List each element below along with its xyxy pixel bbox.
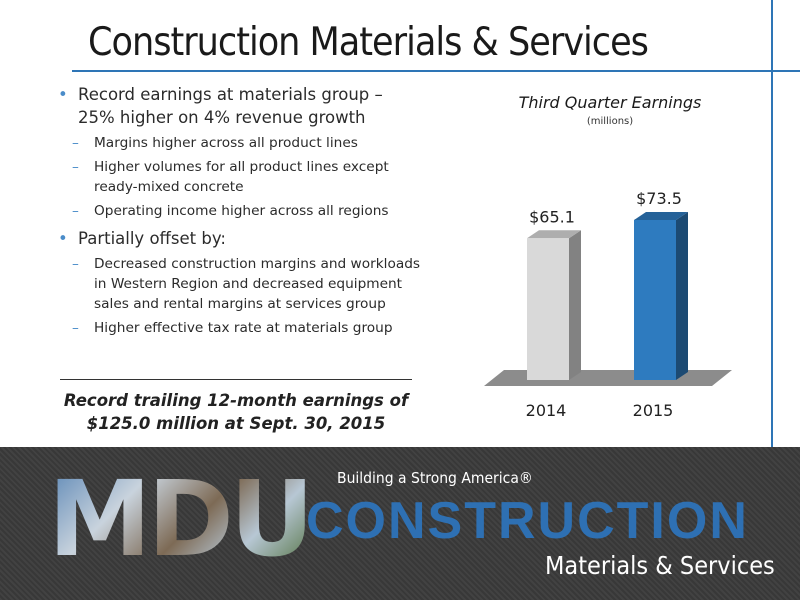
slide-title: Construction Materials & Services bbox=[88, 20, 649, 65]
title-underline bbox=[72, 70, 800, 72]
bullet-item: Record earnings at materials group – 25%… bbox=[58, 83, 423, 129]
dash-icon: – bbox=[72, 256, 79, 272]
bar-2015 bbox=[634, 220, 676, 380]
dash-icon: – bbox=[72, 320, 79, 336]
divider-rule bbox=[60, 379, 412, 380]
sub-bullet-item: – Higher effective tax rate at materials … bbox=[58, 318, 423, 338]
bar-2014 bbox=[527, 238, 569, 380]
sub-bullet-text: Higher effective tax rate at materials g… bbox=[94, 320, 393, 336]
tagline: Building a Strong America® bbox=[337, 469, 533, 487]
sub-bullet-item: – Decreased construction margins and work… bbox=[58, 254, 423, 314]
sub-bullet-item: – Operating income higher across all regi… bbox=[58, 201, 423, 221]
vertical-accent-line bbox=[771, 0, 773, 447]
subdivision-name: Materials & Services bbox=[545, 551, 775, 580]
sub-bullet-item: – Higher volumes for all product lines ex… bbox=[58, 157, 423, 197]
chart-title: Third Quarter Earnings bbox=[518, 93, 702, 112]
mdu-logo: MDU bbox=[48, 458, 314, 580]
chart-floor bbox=[484, 370, 732, 386]
bullet-item: Partially offset by: bbox=[58, 227, 423, 250]
bar-side bbox=[569, 230, 581, 380]
sub-bullet-text: Higher volumes for all product lines exc… bbox=[94, 159, 389, 195]
sub-bullet-item: – Margins higher across all product lines bbox=[58, 133, 423, 153]
bar-top bbox=[527, 230, 581, 239]
bar-top bbox=[634, 212, 688, 220]
category-label: 2015 bbox=[633, 401, 674, 420]
category-label: 2014 bbox=[526, 401, 567, 420]
data-label: $73.5 bbox=[636, 189, 682, 208]
sub-bullet-text: Decreased construction margins and workl… bbox=[94, 256, 421, 312]
dash-icon: – bbox=[72, 135, 79, 151]
dash-icon: – bbox=[72, 159, 79, 175]
bullet-list: Record earnings at materials group – 25%… bbox=[58, 80, 423, 338]
sub-bullet-text: Operating income higher across all regio… bbox=[94, 203, 389, 219]
footer-banner: MDU Building a Strong America® CONSTRUCT… bbox=[0, 447, 800, 600]
division-name: CONSTRUCTION bbox=[306, 492, 749, 550]
chart-subtitle: (millions) bbox=[586, 116, 634, 127]
sub-bullet-text: Margins higher across all product lines bbox=[94, 135, 358, 151]
callout-text: Record trailing 12-month earnings of $12… bbox=[63, 391, 409, 433]
bar-side bbox=[676, 212, 688, 380]
bar-chart: $65.1 2014 $73.5 2015 bbox=[484, 189, 732, 420]
data-label: $65.1 bbox=[529, 207, 575, 226]
dash-icon: – bbox=[72, 203, 79, 219]
